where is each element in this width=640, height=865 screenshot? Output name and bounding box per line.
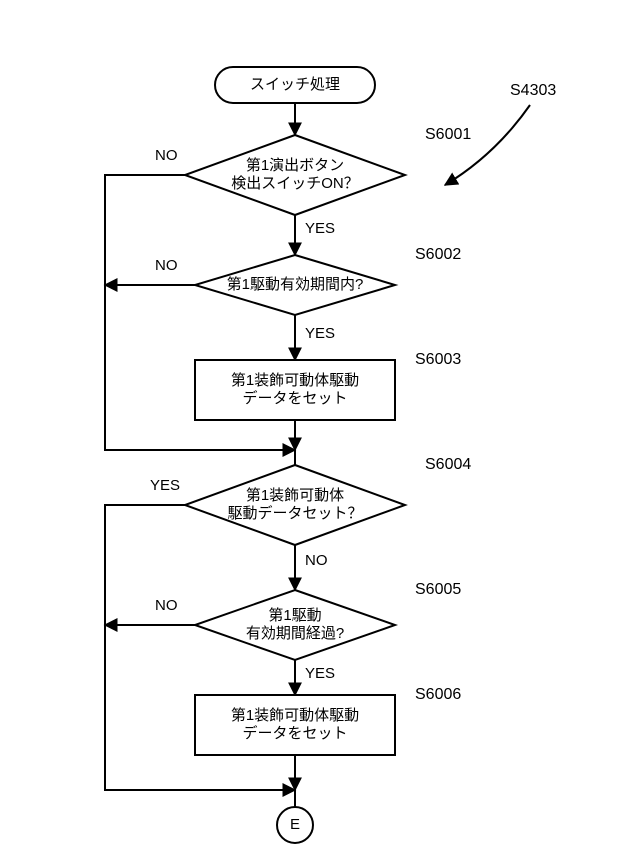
step-label: S6001 <box>425 126 471 143</box>
figure-ref-label: S4303 <box>510 82 556 99</box>
step-label: S6002 <box>415 246 461 263</box>
figure-ref-arrow <box>445 105 530 185</box>
node-label: 第1装飾可動体 <box>246 486 344 504</box>
node-label: 第1演出ボタン <box>246 156 344 174</box>
step-label: S6005 <box>415 581 461 598</box>
node-label: スイッチ処理 <box>250 76 340 93</box>
edge-label: YES <box>305 665 335 682</box>
node-label: 駆動データセット？ <box>227 504 362 522</box>
edge-label: YES <box>305 325 335 342</box>
node-label: 第1装飾可動体駆動 <box>231 371 359 389</box>
node-label: E <box>290 816 300 833</box>
step-label: S6003 <box>415 351 461 368</box>
edge-label: YES <box>305 220 335 237</box>
node-label: 第1駆動有効期間内? <box>227 275 364 293</box>
node-label: 第1駆動 <box>268 606 321 624</box>
edge-label: NO <box>155 257 178 274</box>
edge-label: YES <box>150 477 180 494</box>
step-label: S6006 <box>415 686 461 703</box>
edge-label: NO <box>155 597 178 614</box>
node-label: データをセット <box>242 724 347 742</box>
node-label: データをセット <box>242 389 347 407</box>
node-label: 第1装飾可動体駆動 <box>231 706 359 724</box>
edge-label: NO <box>155 147 178 164</box>
node-label: 有効期間経過? <box>246 625 344 642</box>
edge-label: NO <box>305 552 328 569</box>
node-label: 検出スイッチON？ <box>231 175 359 192</box>
step-label: S6004 <box>425 456 471 473</box>
